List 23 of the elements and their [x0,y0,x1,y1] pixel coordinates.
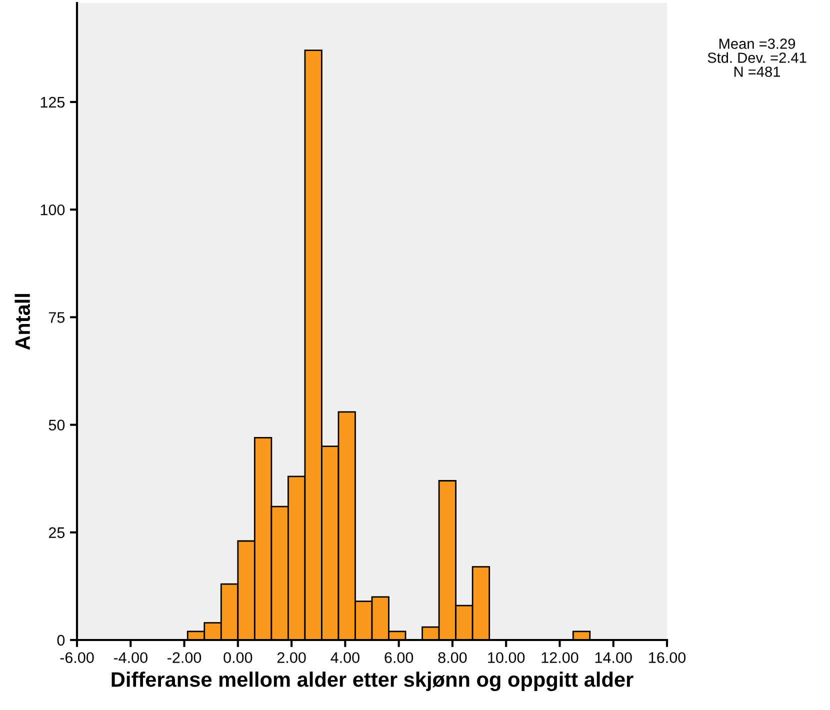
y-axis-title: Antall [14,294,30,350]
x-tick-label: -6.00 [60,652,94,664]
x-tick-label: 10.00 [488,652,525,664]
text: Std. Dev. =2.41 [708,52,806,63]
y-tick-label: 50 [48,420,65,430]
y-tick-label: 25 [48,527,65,538]
x-tick-label: 16.00 [649,652,686,664]
y-tick-label: 0 [57,634,65,646]
x-tick-label: 6.00 [384,652,414,664]
x-tick-label: -2.00 [168,652,202,664]
y-tick-label: 75 [48,312,65,323]
y-tick-label: 125 [40,96,65,108]
text: N =481 [734,66,780,77]
x-tick-label: 8.00 [438,652,467,664]
x-tick-label: 14.00 [595,652,632,664]
x-tick-label: -4.00 [114,652,148,664]
x-tick-label: 0.00 [224,652,252,664]
x-tick-label: 2.00 [277,652,306,664]
y-tick-label: 100 [40,204,65,216]
text: Mean =3.29 [719,38,796,49]
x-tick-label: 4.00 [330,652,360,664]
x-tick-label: 12.00 [542,652,578,664]
x-axis-title: Differanse mellom alder etter skjønn og oppgitt alder [112,672,634,692]
